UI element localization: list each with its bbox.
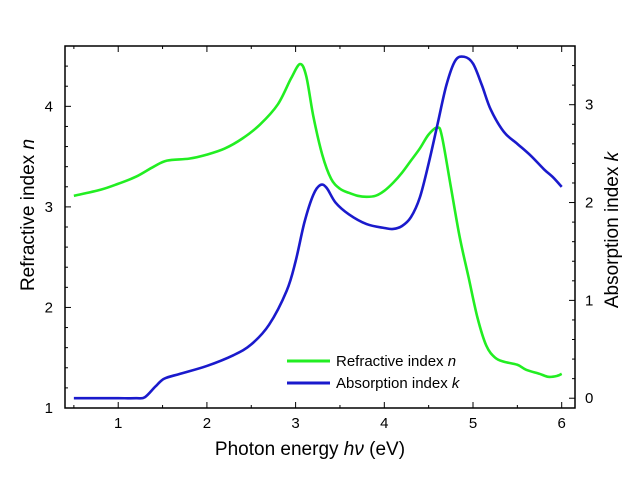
y-right-tick-label: 1 <box>585 292 593 309</box>
legend: Refractive index n Absorption index k <box>287 353 461 392</box>
y-right-tick-label: 0 <box>585 390 593 407</box>
plot-frame <box>64 45 576 409</box>
x-tick-label: 1 <box>114 415 122 432</box>
series-line-k <box>73 55 563 400</box>
legend-label-n: Refractive index n <box>336 353 456 370</box>
axis-ticks: 1 2 3 4 5 6 1 2 3 4 0 1 2 3 <box>45 45 593 432</box>
series-line-n <box>73 62 563 379</box>
legend-label-k: Absorption index k <box>336 375 461 392</box>
y-right-tick-label: 2 <box>585 195 593 212</box>
x-axis-title: Photon energy hν (eV) <box>215 439 405 460</box>
x-tick-label: 3 <box>291 415 299 432</box>
y-axis-right-title: Absorption index k <box>602 150 623 308</box>
y-left-tick-label: 1 <box>45 400 53 417</box>
x-tick-label: 4 <box>380 415 388 432</box>
x-tick-label: 6 <box>558 415 566 432</box>
y-left-tick-label: 2 <box>45 299 53 316</box>
series-layer <box>73 55 563 400</box>
y-axis-left-title: Refractive index n <box>18 139 39 291</box>
y-right-tick-label: 3 <box>585 97 593 114</box>
y-left-tick-label: 3 <box>45 199 53 216</box>
x-tick-label: 5 <box>469 415 477 432</box>
y-left-tick-label: 4 <box>45 98 53 115</box>
x-tick-label: 2 <box>203 415 211 432</box>
